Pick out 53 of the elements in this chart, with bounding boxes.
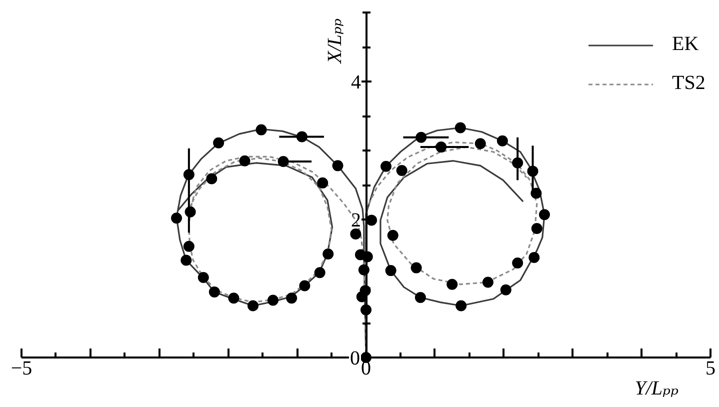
point (183, 169, 194, 180)
point (454, 122, 466, 134)
point (538, 209, 550, 220)
x-tick-label: −5 (10, 358, 32, 380)
y-axis-title: X/Lₚₚ (324, 18, 346, 64)
point (183, 240, 194, 252)
point (387, 230, 398, 241)
point (482, 276, 494, 288)
point (396, 165, 408, 176)
y-tick-label: 2 (351, 210, 361, 232)
point (531, 222, 542, 234)
point (208, 286, 220, 298)
point (456, 300, 467, 312)
point (180, 254, 192, 266)
point (206, 173, 218, 184)
point (530, 188, 542, 199)
point (296, 131, 308, 142)
point (239, 155, 250, 166)
point (474, 138, 486, 150)
point (332, 160, 344, 172)
point (256, 124, 267, 136)
point (267, 294, 278, 306)
point (317, 177, 328, 188)
point (299, 280, 310, 292)
point (380, 160, 392, 172)
y-tick-label: 4 (351, 72, 361, 94)
point (500, 284, 512, 296)
point (314, 267, 326, 278)
point (184, 206, 196, 218)
point (436, 142, 447, 153)
point (528, 252, 540, 263)
point (278, 156, 289, 168)
point (414, 292, 426, 303)
point (322, 248, 334, 260)
point (198, 272, 209, 283)
point (527, 166, 538, 177)
point (385, 265, 396, 276)
point (446, 278, 458, 290)
point (350, 228, 362, 240)
legend-label: EK (672, 33, 699, 56)
point (171, 212, 182, 224)
x-axis-title: Y/Lₚₚ (634, 378, 679, 400)
legend-label: TS2 (672, 72, 706, 95)
point (410, 262, 422, 274)
x-tick-label: 5 (706, 358, 716, 380)
point (512, 157, 524, 168)
point (512, 257, 524, 268)
point (213, 137, 224, 148)
point (416, 132, 427, 143)
point (228, 292, 240, 304)
point (248, 300, 259, 312)
point (496, 135, 508, 146)
point (286, 292, 298, 304)
